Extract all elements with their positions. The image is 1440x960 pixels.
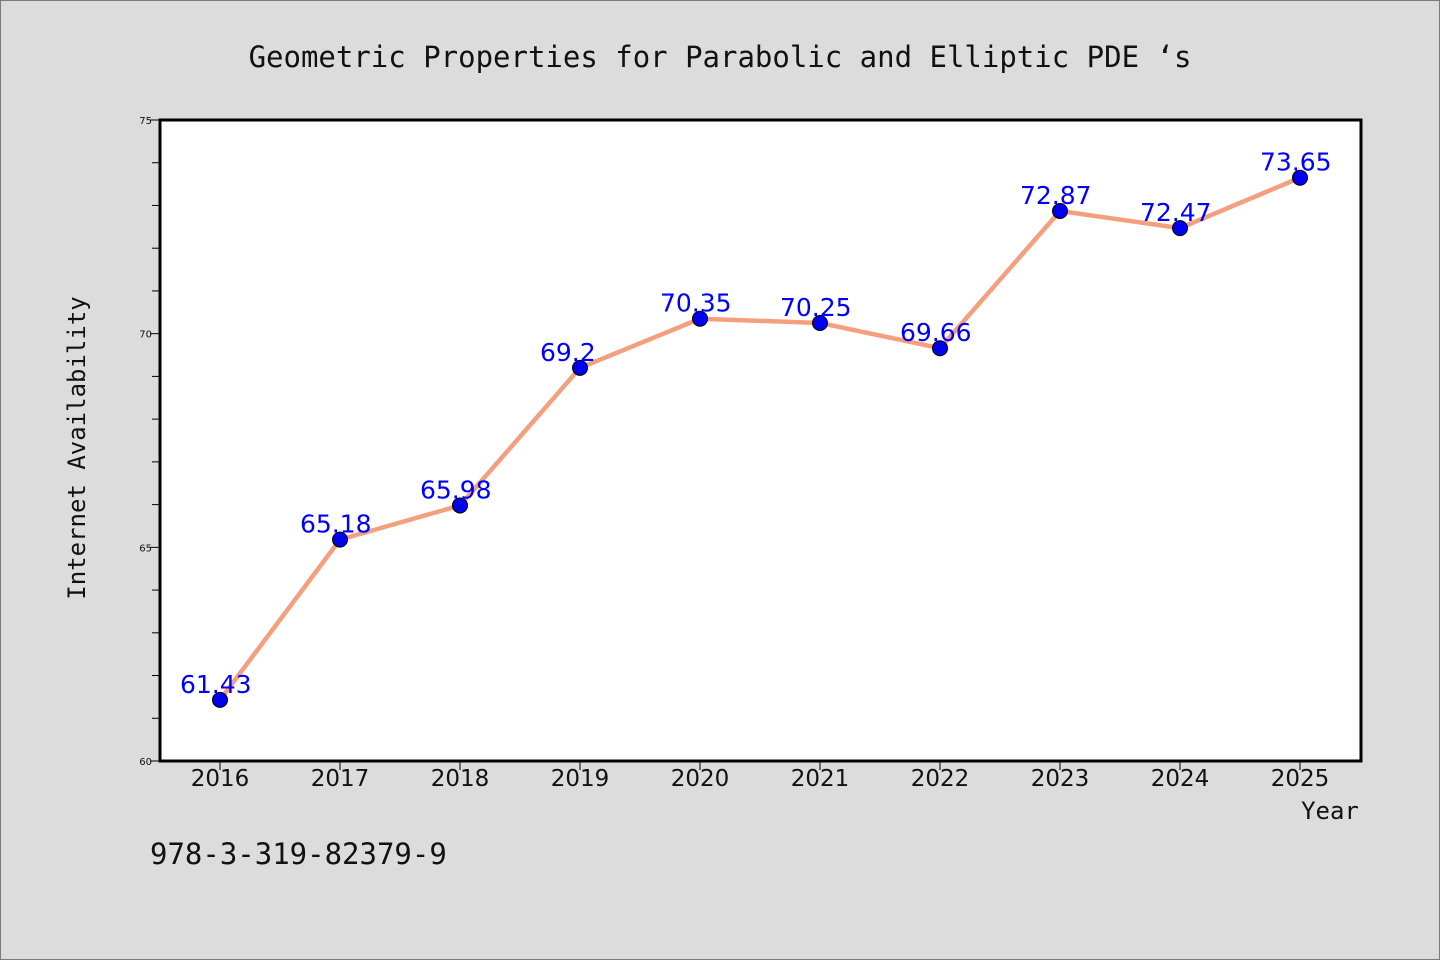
x-tick-label: 2023 xyxy=(1031,766,1090,792)
data-point-marker xyxy=(692,310,708,327)
y-tick-label: 75 xyxy=(139,116,152,127)
data-point-marker xyxy=(572,359,588,376)
x-tick-label: 2022 xyxy=(911,766,970,792)
x-tick-label: 2024 xyxy=(1151,766,1210,792)
x-tick-label: 2020 xyxy=(671,766,730,792)
data-label: 69.2 xyxy=(540,338,596,367)
data-label: 72.87 xyxy=(1020,181,1092,210)
data-point-marker xyxy=(452,497,468,514)
x-tick-label: 2019 xyxy=(551,766,610,792)
data-label: 65.98 xyxy=(420,475,492,504)
x-axis-title: Year xyxy=(1301,797,1359,825)
x-axis: 2016 2017 2018 2019 2020 2021 2022 2023 2024 2025 xyxy=(191,761,1330,792)
data-label: 70.25 xyxy=(780,293,852,322)
y-tick-label: 65 xyxy=(139,543,152,554)
data-label: 65.18 xyxy=(300,510,372,539)
data-point-marker xyxy=(1052,203,1068,220)
y-tick-label: 70 xyxy=(139,330,152,341)
data-label: 61.43 xyxy=(180,670,252,699)
data-point-marker xyxy=(812,314,828,331)
x-tick-label: 2025 xyxy=(1271,766,1330,792)
y-axis-title: Internet Availability xyxy=(63,296,91,599)
data-label: 73.65 xyxy=(1260,148,1332,177)
isbn-text: 978-3-319-82379-9 xyxy=(150,837,447,871)
x-tick-label: 2016 xyxy=(191,766,250,792)
data-point-marker xyxy=(1172,220,1188,237)
data-point-marker xyxy=(1292,169,1308,186)
data-point-marker xyxy=(212,691,228,708)
data-point-marker xyxy=(332,531,348,548)
data-label: 69.66 xyxy=(900,318,972,347)
data-point-marker xyxy=(932,340,948,357)
series-line xyxy=(218,175,1301,702)
y-axis: 60 65 70 75 xyxy=(139,116,160,768)
data-label: 70.35 xyxy=(660,289,732,318)
data-label: 72.47 xyxy=(1140,198,1212,227)
x-tick-label: 2018 xyxy=(431,766,490,792)
x-tick-label: 2017 xyxy=(311,766,370,792)
y-tick-label: 60 xyxy=(139,757,152,768)
chart-title: Geometric Properties for Parabolic and E… xyxy=(249,40,1192,74)
x-tick-label: 2021 xyxy=(791,766,850,792)
data-series: 61.43 65.18 65.98 69.2 70.35 70.25 69.66 72.87 7… xyxy=(180,148,1332,708)
